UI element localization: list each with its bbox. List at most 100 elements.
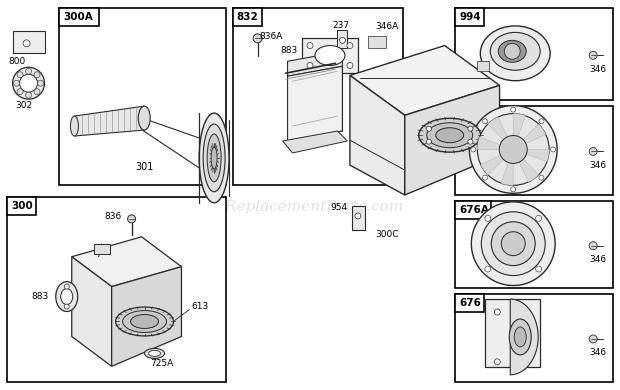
Text: 883: 883 (281, 46, 298, 55)
Circle shape (468, 139, 473, 144)
Polygon shape (72, 237, 182, 287)
Circle shape (494, 309, 500, 315)
Circle shape (589, 51, 597, 59)
Polygon shape (288, 66, 342, 141)
Circle shape (25, 68, 32, 74)
Bar (12, 31, 45, 53)
Bar (368, 36, 386, 48)
Ellipse shape (144, 348, 164, 358)
Polygon shape (510, 299, 538, 375)
Polygon shape (513, 124, 546, 149)
Circle shape (38, 80, 43, 86)
Polygon shape (283, 131, 347, 153)
Ellipse shape (138, 106, 150, 130)
Polygon shape (405, 85, 500, 195)
Polygon shape (74, 106, 144, 136)
Polygon shape (488, 117, 513, 149)
Circle shape (536, 266, 542, 272)
Bar (455, 201, 613, 288)
Circle shape (64, 284, 69, 289)
Text: 346: 346 (590, 161, 607, 170)
Polygon shape (112, 267, 182, 366)
Circle shape (539, 175, 544, 180)
Text: 676B: 676B (459, 110, 489, 120)
Circle shape (536, 215, 542, 221)
Polygon shape (501, 149, 513, 185)
Circle shape (468, 126, 473, 131)
Text: 836A: 836A (260, 32, 283, 41)
Bar (232, 9, 262, 27)
Bar (94, 244, 110, 254)
Text: 346: 346 (590, 348, 607, 357)
Text: 346: 346 (590, 65, 607, 74)
Circle shape (34, 89, 40, 95)
Text: 613: 613 (192, 302, 209, 311)
Circle shape (589, 242, 597, 250)
Circle shape (481, 212, 545, 276)
Circle shape (307, 62, 313, 69)
Text: 346: 346 (590, 255, 607, 264)
Circle shape (347, 43, 353, 48)
Bar (7, 197, 226, 381)
Ellipse shape (116, 307, 174, 336)
Bar (60, 9, 99, 27)
Circle shape (494, 359, 500, 365)
Ellipse shape (61, 289, 73, 305)
Circle shape (499, 135, 527, 163)
Bar (455, 201, 491, 219)
Bar (455, 294, 484, 312)
Bar (7, 197, 36, 215)
Circle shape (485, 266, 491, 272)
Circle shape (355, 213, 361, 219)
Polygon shape (477, 137, 513, 149)
Circle shape (485, 215, 491, 221)
Circle shape (347, 62, 353, 69)
Ellipse shape (418, 118, 480, 152)
Ellipse shape (211, 147, 217, 169)
Polygon shape (480, 149, 513, 175)
Text: 800: 800 (9, 57, 26, 66)
Circle shape (14, 80, 20, 86)
Circle shape (339, 37, 345, 43)
Text: 302: 302 (15, 101, 32, 110)
Circle shape (253, 34, 262, 43)
Bar (232, 9, 403, 185)
Polygon shape (513, 113, 526, 149)
Circle shape (23, 40, 30, 47)
Text: 300C: 300C (375, 230, 399, 239)
Circle shape (502, 232, 525, 255)
Bar (455, 9, 613, 100)
Bar (352, 206, 365, 230)
Circle shape (477, 113, 549, 185)
Circle shape (34, 72, 40, 78)
Bar (455, 106, 491, 124)
Circle shape (504, 43, 520, 59)
Bar (337, 30, 347, 48)
Ellipse shape (149, 350, 161, 356)
Bar (60, 9, 226, 185)
Text: 836: 836 (104, 213, 122, 222)
Ellipse shape (436, 128, 464, 143)
Bar (455, 9, 484, 27)
Bar (302, 37, 358, 73)
Ellipse shape (131, 314, 159, 328)
Ellipse shape (427, 123, 472, 148)
Text: 300: 300 (11, 201, 33, 211)
Circle shape (17, 89, 23, 95)
Circle shape (511, 187, 516, 192)
Ellipse shape (207, 134, 221, 182)
Circle shape (427, 139, 432, 144)
Circle shape (539, 119, 544, 124)
Ellipse shape (203, 124, 225, 192)
Polygon shape (513, 149, 549, 162)
Text: 346A: 346A (375, 22, 398, 31)
Polygon shape (513, 149, 539, 182)
Text: 832: 832 (237, 12, 259, 23)
Polygon shape (350, 46, 500, 115)
Ellipse shape (199, 113, 229, 203)
Circle shape (491, 222, 535, 266)
Circle shape (589, 335, 597, 343)
Ellipse shape (123, 310, 167, 332)
Bar (477, 61, 489, 71)
Ellipse shape (71, 116, 78, 136)
